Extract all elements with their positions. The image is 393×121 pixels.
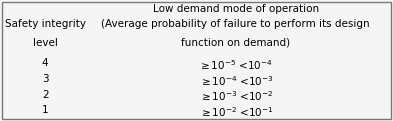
Text: Low demand mode of operation: Low demand mode of operation (153, 4, 319, 14)
FancyBboxPatch shape (2, 2, 391, 119)
Text: function on demand): function on demand) (181, 38, 290, 48)
Text: 3: 3 (42, 74, 48, 84)
Text: $\geq$10$^{-3}$ <10$^{-2}$: $\geq$10$^{-3}$ <10$^{-2}$ (199, 90, 273, 103)
Text: Safety integrity: Safety integrity (5, 19, 86, 29)
Text: 1: 1 (42, 105, 48, 115)
Text: (Average probability of failure to perform its design: (Average probability of failure to perfo… (101, 19, 370, 29)
Text: $\geq$10$^{-5}$ <10$^{-4}$: $\geq$10$^{-5}$ <10$^{-4}$ (198, 58, 273, 72)
Text: $\geq$10$^{-4}$ <10$^{-3}$: $\geq$10$^{-4}$ <10$^{-3}$ (198, 74, 273, 88)
Text: $\geq$10$^{-2}$ <10$^{-1}$: $\geq$10$^{-2}$ <10$^{-1}$ (198, 105, 273, 119)
Text: level: level (33, 38, 58, 48)
Text: 4: 4 (42, 58, 48, 68)
Text: 2: 2 (42, 90, 48, 100)
